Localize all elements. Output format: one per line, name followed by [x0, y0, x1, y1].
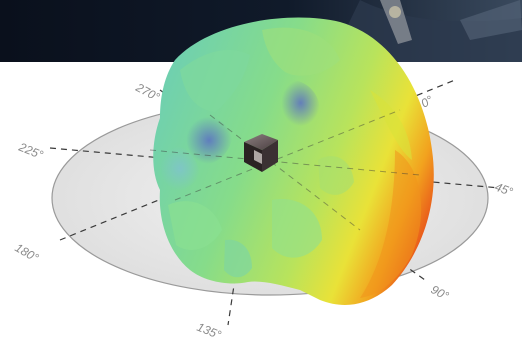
label-45: 45° — [493, 180, 515, 199]
label-90: 90° — [429, 282, 452, 303]
label-135: 135° — [195, 320, 223, 337]
radiation-pattern-surface — [149, 17, 434, 306]
label-180: 180° — [13, 240, 42, 265]
cube-device-icon — [244, 134, 278, 172]
label-225: 225° — [16, 139, 45, 162]
label-270: 270° — [133, 80, 163, 105]
